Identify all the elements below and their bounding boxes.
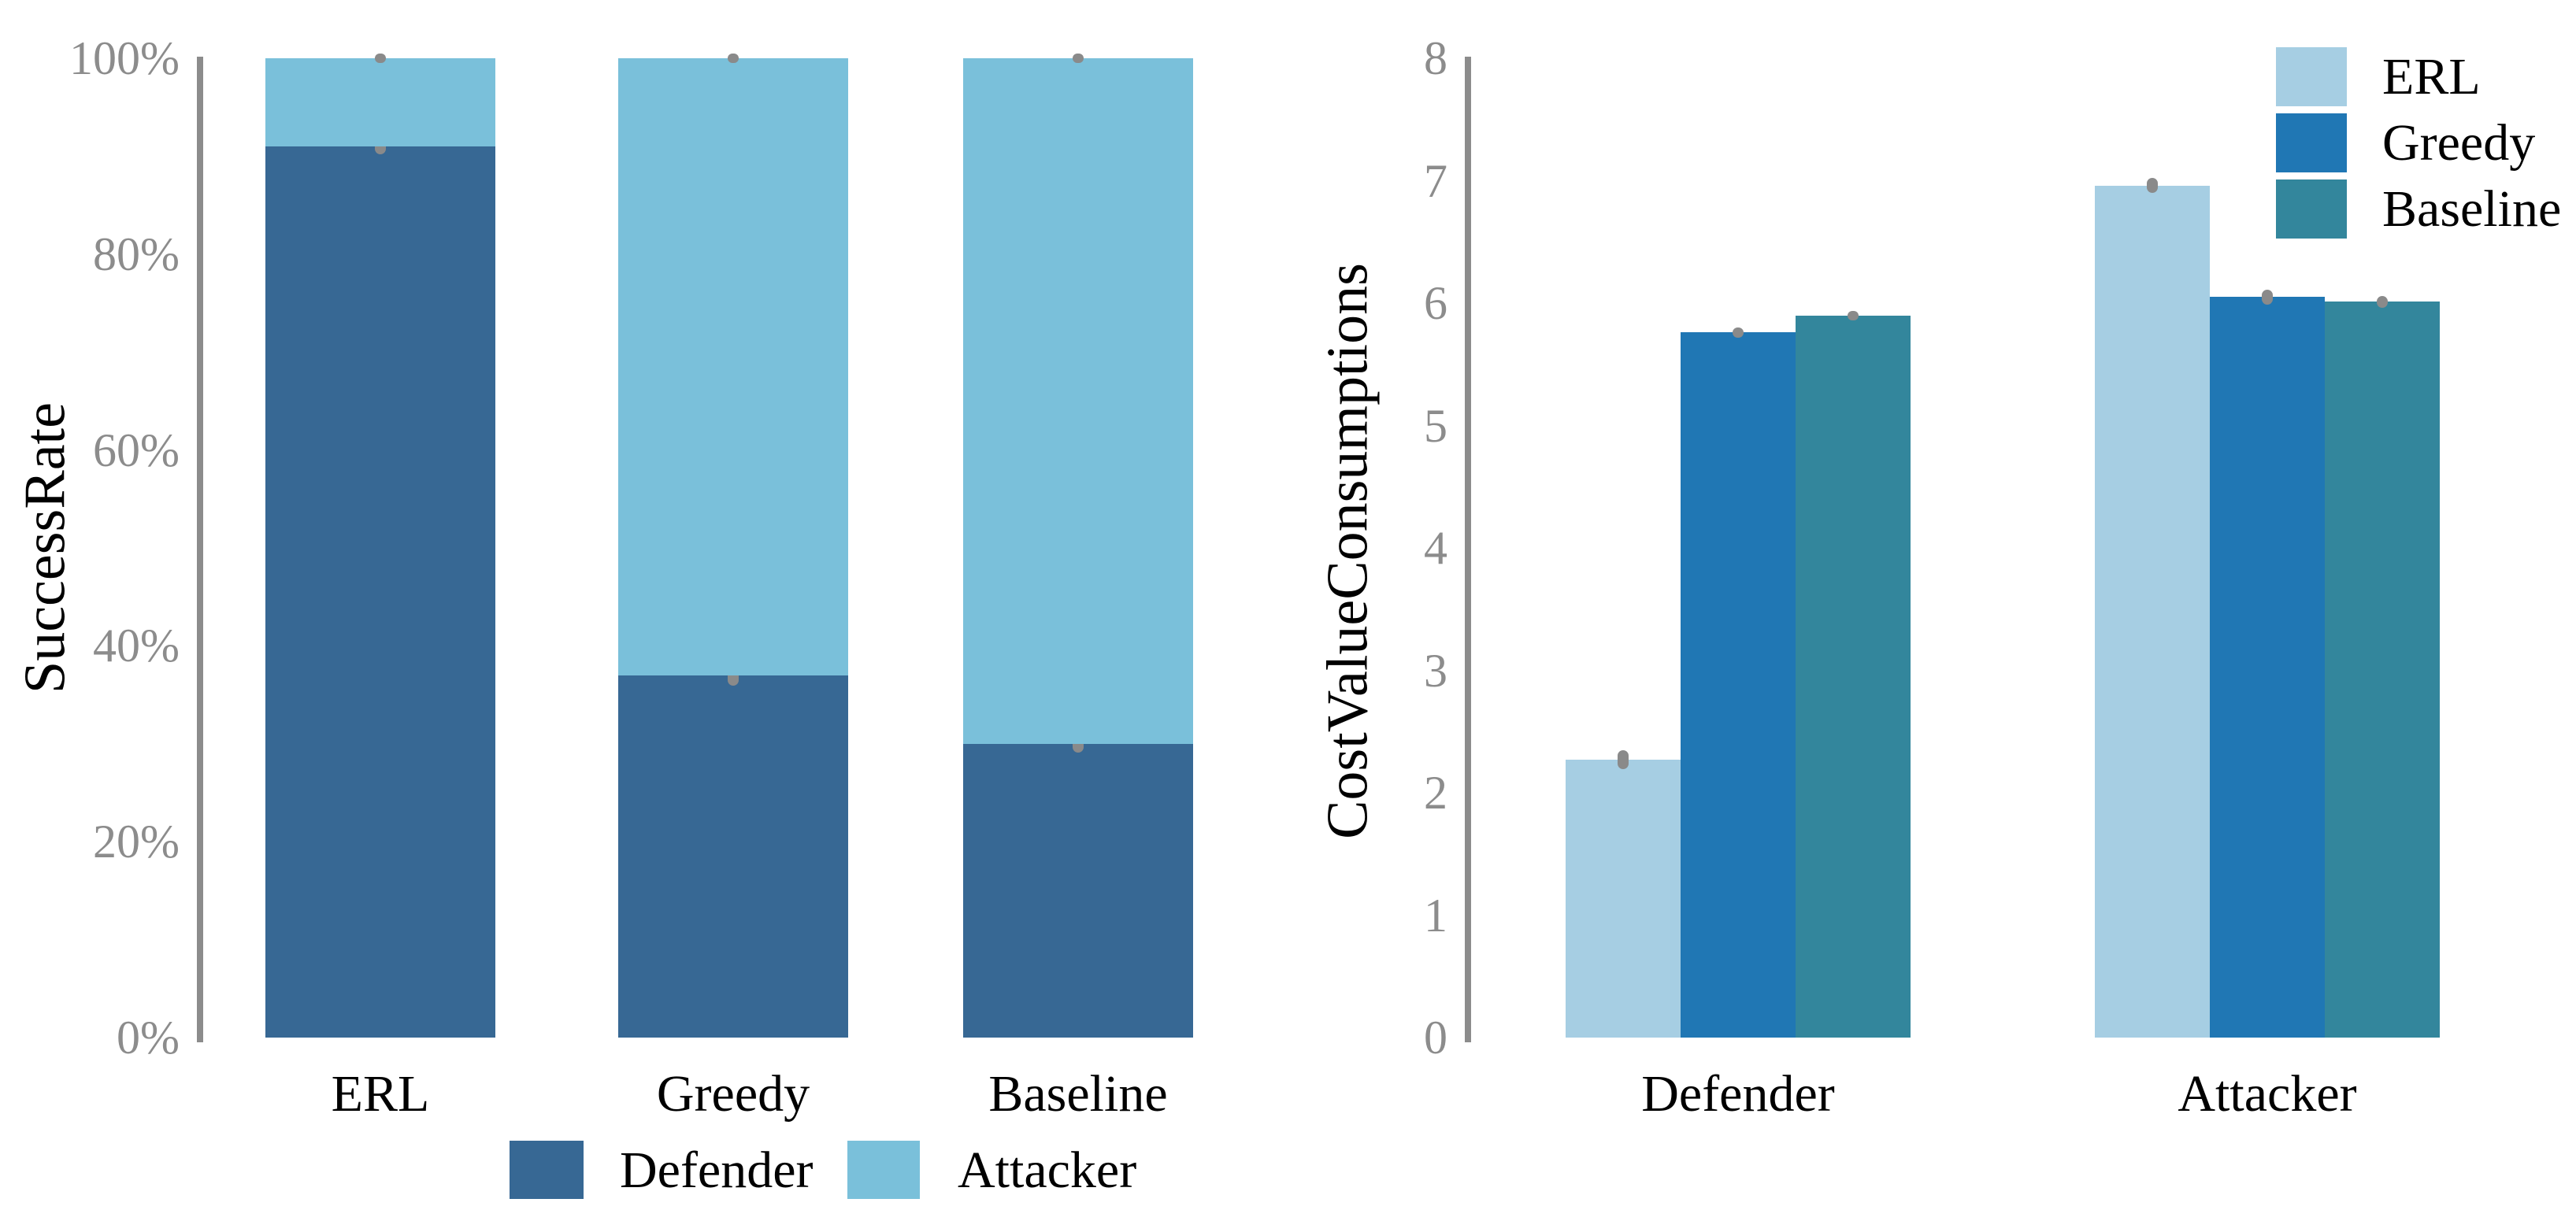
x-tick-label: Attacker (2178, 1065, 2357, 1123)
legend-label-defender: Defender (620, 1141, 814, 1199)
bar-defender-greedy (618, 675, 848, 1038)
legend-label-baseline: Baseline (2382, 179, 2562, 238)
legend-label-attacker: Attacker (958, 1141, 1137, 1199)
y-tick-label: 40% (93, 620, 180, 672)
legend-swatch-erl (2276, 47, 2347, 106)
bar-baseline-attacker (2325, 302, 2440, 1038)
y-tick-label: 3 (1424, 644, 1447, 697)
error-bar (2377, 295, 2388, 309)
bar-attacker-greedy (618, 58, 848, 675)
bar-attacker-erl (265, 58, 495, 146)
bar-defender-baseline (963, 743, 1193, 1038)
error-bar (1618, 749, 1629, 770)
y-tick-label: 6 (1424, 277, 1447, 329)
y-tick-label: 7 (1424, 154, 1447, 207)
bar-attacker-baseline (963, 58, 1193, 744)
y-tick-label: 80% (93, 228, 180, 280)
bar-greedy-defender (1681, 332, 1796, 1038)
bar-erl-defender (1566, 760, 1681, 1038)
y-tick-label: 2 (1424, 767, 1447, 819)
y-axis-line (197, 57, 203, 1042)
error-bar (728, 53, 739, 64)
y-tick-label: 0% (117, 1012, 180, 1064)
y-tick-label: 100% (69, 32, 180, 84)
error-bar (1073, 54, 1084, 63)
y-axis-line (1465, 57, 1471, 1042)
y-tick-label: 60% (93, 424, 180, 476)
legend-swatch-attacker (847, 1141, 920, 1199)
error-bar (2147, 178, 2158, 194)
bar-baseline-defender (1796, 315, 1911, 1038)
error-bar (1848, 310, 1859, 320)
legend-swatch-defender (510, 1141, 584, 1199)
y-tick-label: 4 (1424, 522, 1447, 574)
error-bar (2262, 289, 2273, 305)
legend-label-greedy: Greedy (2382, 113, 2536, 172)
x-tick-label: Greedy (656, 1065, 810, 1123)
y-tick-label: 0 (1424, 1012, 1447, 1064)
bar-defender-erl (265, 146, 495, 1038)
x-tick-label: ERL (331, 1065, 430, 1123)
error-bar (1733, 327, 1744, 338)
bar-greedy-attacker (2210, 297, 2325, 1038)
legend-swatch-baseline (2276, 179, 2347, 239)
legend-swatch-greedy (2276, 113, 2347, 172)
y-tick-label: 20% (93, 816, 180, 868)
x-tick-label: Defender (1641, 1065, 1835, 1123)
legend-label-erl: ERL (2382, 47, 2481, 105)
y-tick-label: 1 (1424, 889, 1447, 942)
y-tick-label: 8 (1424, 32, 1447, 84)
bar-erl-attacker (2095, 185, 2210, 1038)
y-tick-label: 5 (1424, 399, 1447, 452)
error-bar (375, 54, 386, 63)
x-tick-label: Baseline (988, 1065, 1168, 1123)
